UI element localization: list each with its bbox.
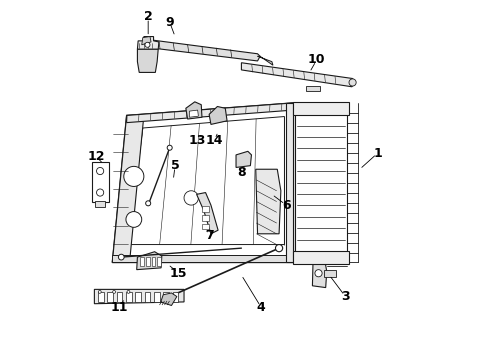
Circle shape — [184, 191, 198, 205]
Bar — [117, 292, 122, 302]
Bar — [172, 292, 178, 302]
Bar — [324, 270, 336, 277]
Text: 15: 15 — [170, 267, 187, 280]
Polygon shape — [112, 103, 294, 262]
Polygon shape — [186, 102, 202, 119]
Bar — [126, 292, 132, 302]
Polygon shape — [190, 110, 198, 117]
Polygon shape — [137, 252, 162, 270]
Text: 1: 1 — [373, 147, 382, 159]
Polygon shape — [209, 107, 227, 125]
Circle shape — [127, 291, 130, 293]
Circle shape — [145, 42, 150, 47]
Circle shape — [315, 270, 322, 277]
Bar — [202, 206, 210, 212]
Polygon shape — [236, 151, 251, 167]
Bar — [306, 86, 320, 91]
Polygon shape — [112, 255, 294, 262]
Polygon shape — [286, 103, 294, 262]
Bar — [145, 292, 150, 302]
Bar — [294, 251, 349, 264]
Bar — [107, 292, 113, 302]
Text: 11: 11 — [111, 301, 128, 314]
Bar — [140, 257, 144, 266]
Circle shape — [97, 167, 104, 175]
Polygon shape — [128, 117, 285, 244]
Bar — [146, 257, 149, 266]
Bar — [135, 292, 141, 302]
Text: 13: 13 — [189, 134, 206, 147]
Polygon shape — [137, 37, 159, 49]
Polygon shape — [137, 49, 158, 72]
Polygon shape — [144, 39, 260, 61]
Text: 3: 3 — [341, 290, 350, 303]
Circle shape — [275, 244, 283, 252]
Bar — [98, 292, 104, 302]
Circle shape — [119, 254, 124, 260]
Polygon shape — [126, 103, 294, 123]
Bar — [157, 257, 161, 266]
Text: 14: 14 — [206, 134, 223, 147]
Text: 5: 5 — [171, 159, 179, 172]
Polygon shape — [112, 116, 144, 262]
Circle shape — [146, 201, 151, 206]
Circle shape — [97, 189, 104, 196]
Text: 2: 2 — [144, 10, 152, 23]
Polygon shape — [256, 169, 281, 234]
Circle shape — [349, 79, 356, 86]
Bar — [295, 103, 347, 262]
Polygon shape — [313, 255, 327, 288]
Text: 12: 12 — [87, 150, 105, 163]
Bar — [202, 224, 210, 229]
Polygon shape — [258, 56, 273, 65]
Polygon shape — [196, 193, 218, 234]
Bar — [92, 162, 109, 202]
Circle shape — [98, 291, 101, 293]
Bar — [152, 257, 155, 266]
Text: 9: 9 — [166, 16, 174, 29]
Bar — [154, 292, 160, 302]
Bar — [294, 102, 349, 116]
Circle shape — [124, 166, 144, 186]
Bar — [95, 201, 105, 207]
Text: 7: 7 — [205, 229, 214, 242]
Text: 8: 8 — [237, 166, 245, 179]
Text: 4: 4 — [257, 301, 266, 314]
Text: 10: 10 — [308, 53, 325, 66]
Circle shape — [167, 145, 172, 150]
Circle shape — [113, 291, 116, 293]
Circle shape — [126, 212, 142, 227]
Polygon shape — [242, 63, 354, 87]
Text: 6: 6 — [282, 199, 291, 212]
Bar — [163, 292, 169, 302]
Polygon shape — [95, 289, 184, 304]
Polygon shape — [161, 293, 177, 306]
Bar — [202, 215, 210, 221]
Polygon shape — [142, 37, 151, 45]
